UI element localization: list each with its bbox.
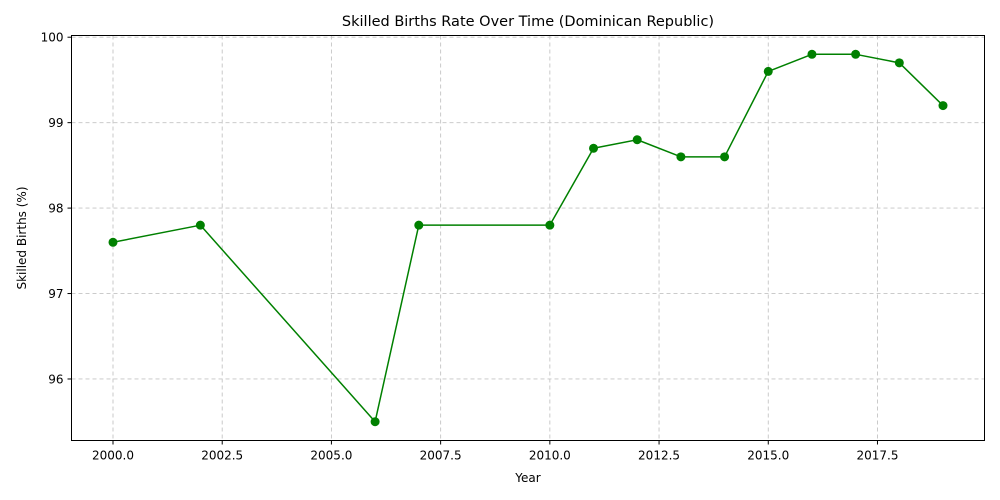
x-tick-label: 2007.5 — [420, 449, 462, 463]
y-tick-label: 100 — [41, 31, 64, 45]
data-point — [108, 237, 118, 247]
series-layer — [108, 49, 948, 427]
data-point — [720, 152, 730, 162]
data-point — [851, 49, 861, 59]
x-tick-label: 2005.0 — [310, 449, 352, 463]
ticks-layer: 2000.0 2002.5 2005.0 2007.5 2010.0 2012.5 2015… — [41, 31, 899, 463]
x-tick-label: 2015.0 — [747, 449, 789, 463]
data-point — [545, 220, 555, 230]
data-point — [807, 49, 817, 59]
data-point — [632, 135, 642, 145]
data-point — [195, 220, 205, 230]
x-tick-label: 2012.5 — [638, 449, 680, 463]
y-tick-label: 98 — [48, 202, 63, 216]
data-point — [589, 143, 599, 153]
data-point — [763, 66, 773, 76]
x-tick-label: 2002.5 — [201, 449, 243, 463]
series-line — [112, 53, 944, 423]
plot-frame — [71, 35, 985, 441]
y-tick-label: 96 — [48, 372, 63, 386]
y-axis-label: Skilled Births (%) — [15, 186, 29, 289]
data-point — [894, 58, 904, 68]
x-tick-label: 2000.0 — [92, 449, 134, 463]
data-point — [676, 152, 686, 162]
y-tick-label: 99 — [48, 116, 63, 130]
grid-layer — [71, 35, 985, 441]
x-tick-label: 2010.0 — [529, 449, 571, 463]
chart-title: Skilled Births Rate Over Time (Dominican… — [342, 14, 714, 30]
y-tick-label: 97 — [48, 287, 63, 301]
data-point — [414, 220, 424, 230]
data-point — [370, 417, 380, 427]
data-point — [938, 101, 948, 111]
x-axis-label: Year — [514, 471, 540, 485]
x-tick-label: 2017.5 — [856, 449, 898, 463]
